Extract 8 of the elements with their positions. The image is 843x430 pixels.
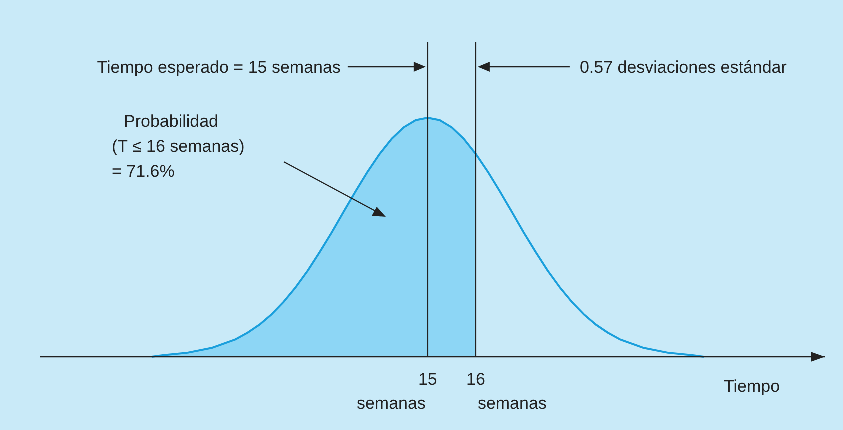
text: semanas (478, 394, 547, 413)
x-tick-label: 16 (466, 370, 486, 389)
annotation: Probabilidad (T ≤ 16 semanas) = 71.6% (112, 112, 245, 181)
text: 0.57 desviaciones estándar (580, 58, 788, 77)
x-tick-label: 15 (418, 370, 438, 389)
text: semanas (356, 394, 426, 413)
x-axis-title: Tiempo (724, 377, 780, 396)
text: Tiempo esperado = 15 semanas (97, 58, 341, 77)
